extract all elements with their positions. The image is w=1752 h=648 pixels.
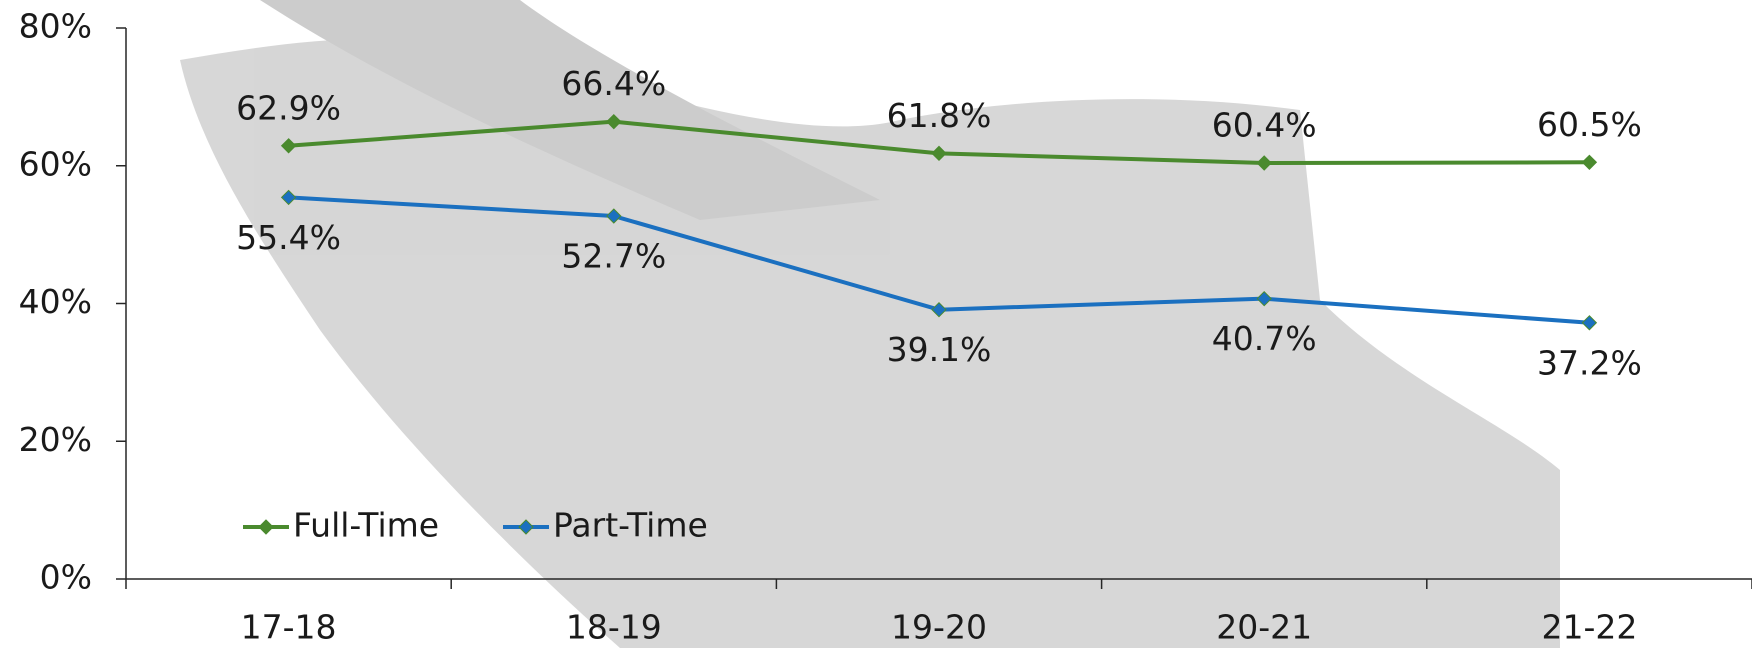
x-tick-label: 21-22 [1541, 608, 1637, 647]
y-tick-label: 60% [19, 144, 92, 183]
data-label: 55.4% [236, 218, 341, 257]
x-tick-label: 17-18 [241, 608, 337, 647]
data-label: 60.4% [1212, 105, 1317, 144]
point-marker [1582, 155, 1596, 169]
data-label: 61.8% [887, 96, 992, 135]
x-tick-label: 18-19 [566, 608, 662, 647]
data-label: 37.2% [1537, 343, 1642, 382]
y-tick-label: 0% [40, 558, 92, 597]
y-tick-label: 40% [19, 282, 92, 321]
data-label: 62.9% [236, 88, 341, 127]
legend-label: Full-Time [293, 506, 439, 545]
data-label: 39.1% [887, 330, 992, 369]
data-label: 66.4% [561, 64, 666, 103]
data-label: 52.7% [561, 237, 666, 276]
y-tick-label: 80% [19, 7, 92, 46]
point-marker [1582, 316, 1596, 330]
legend-label: Part-Time [553, 506, 708, 545]
page: {"chart_data": {"type": "line", "categor… [0, 0, 1752, 648]
legend-marker [259, 520, 273, 534]
chart: 0% 20% 40% 60% 80% 17-18 18-19 19-20 20-21 21-22 6… [0, 0, 1752, 648]
data-label: 60.5% [1537, 105, 1642, 144]
y-tick-label: 20% [19, 420, 92, 459]
x-tick-label: 20-21 [1216, 608, 1312, 647]
background-photo [180, 0, 1560, 648]
x-tick-label: 19-20 [891, 608, 987, 647]
data-label: 40.7% [1212, 319, 1317, 358]
